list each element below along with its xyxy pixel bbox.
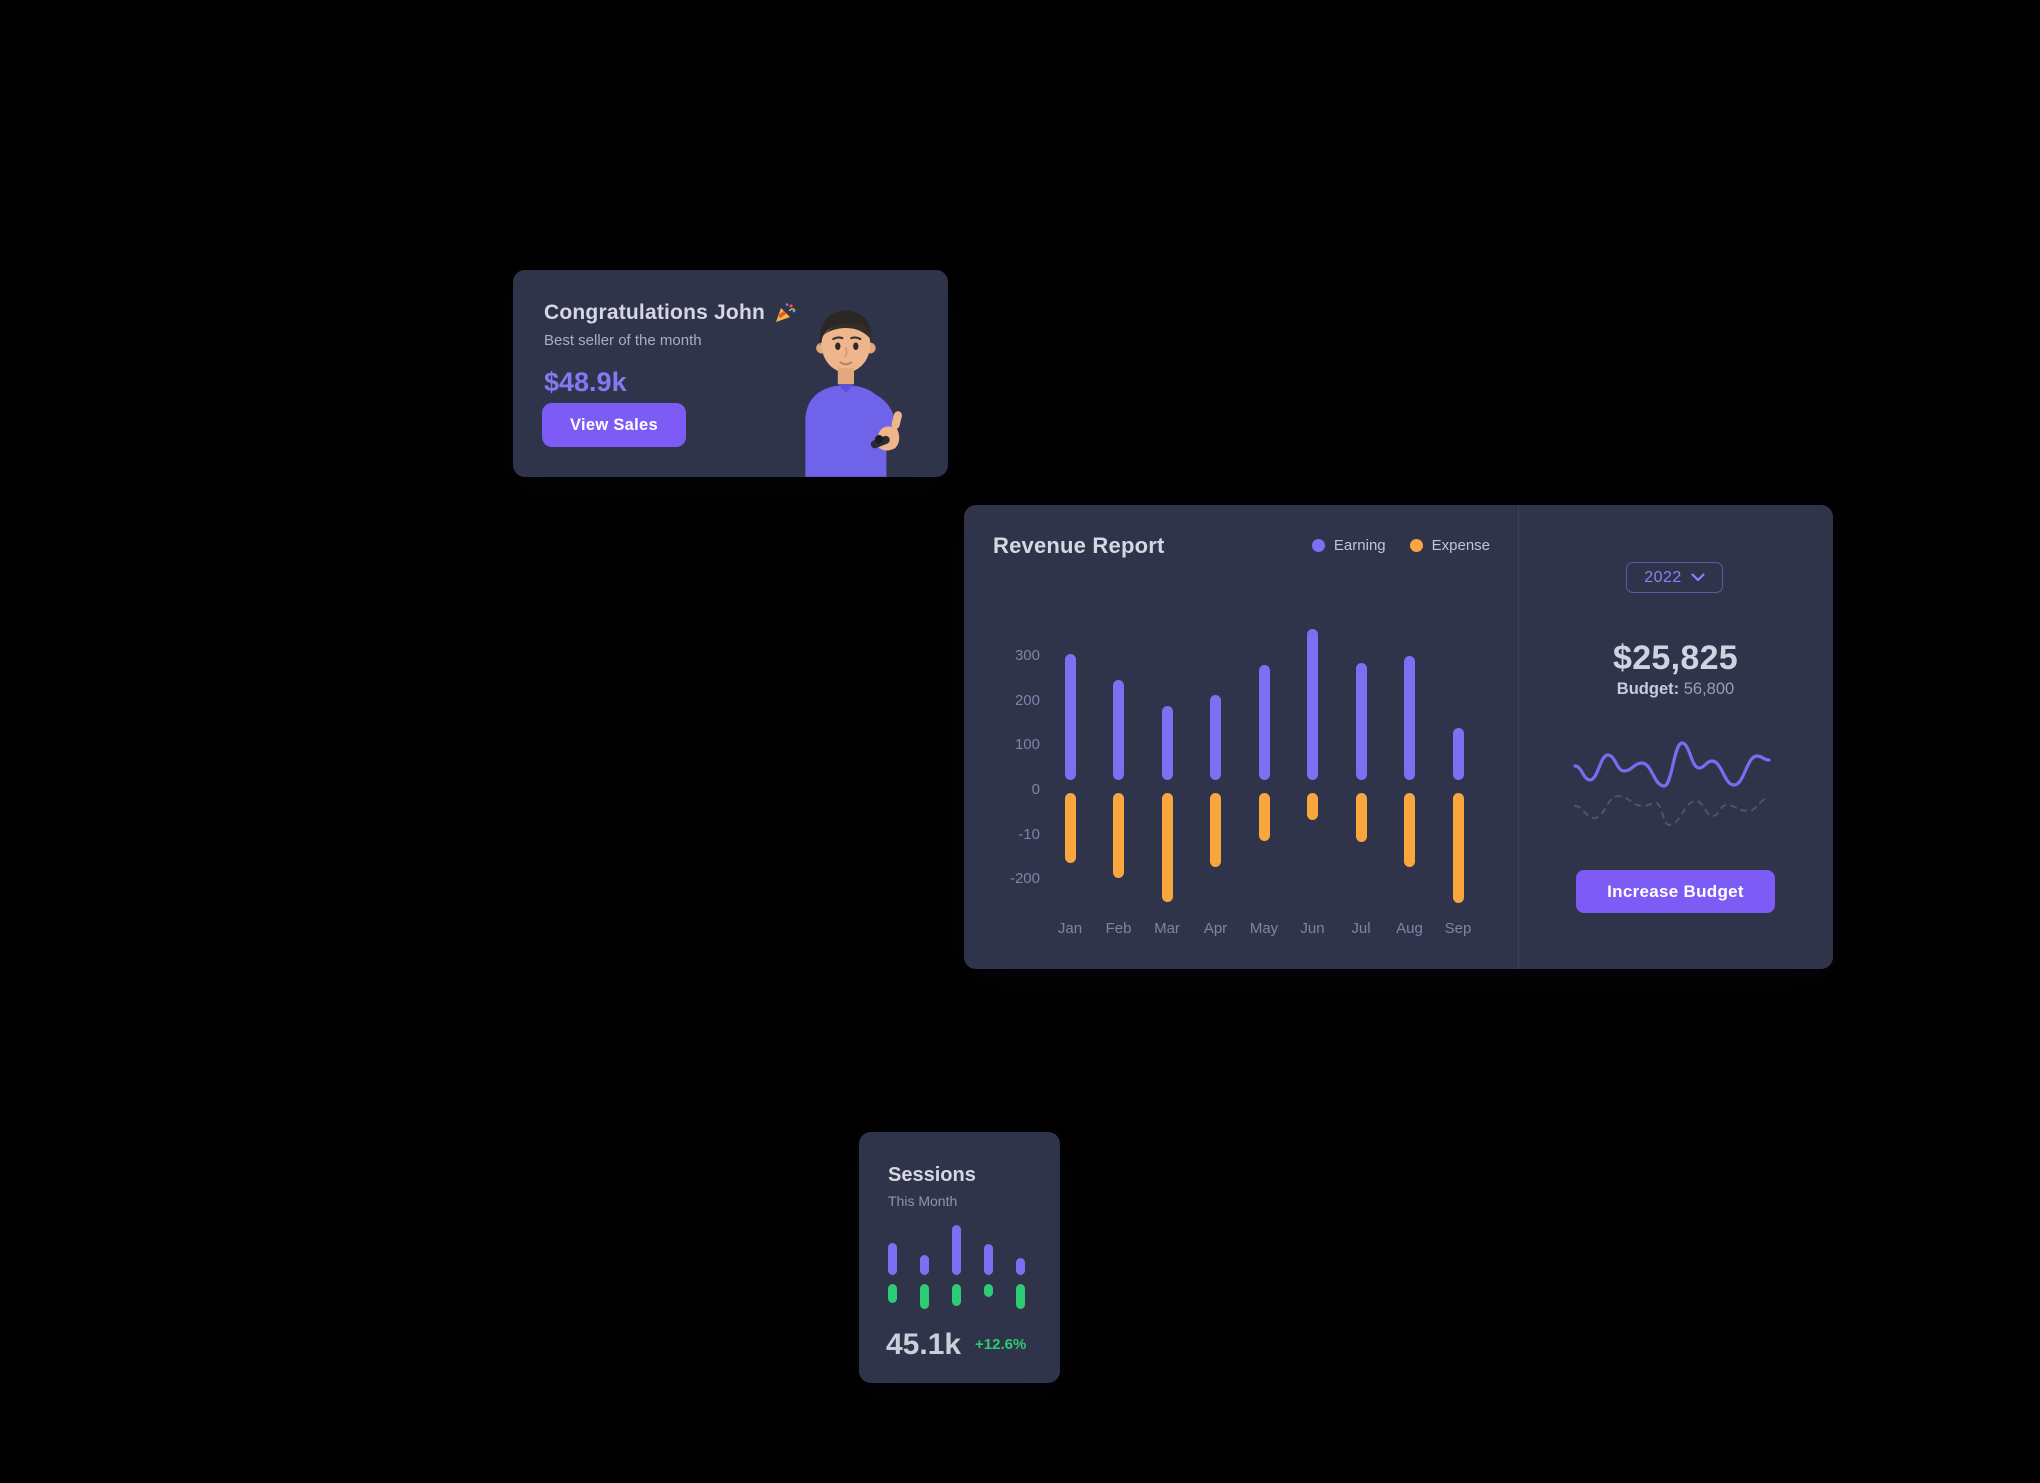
sessions-bar-bottom-3 bbox=[951, 1284, 961, 1306]
congrats-amount: $48.9k bbox=[544, 367, 627, 397]
expense-bar-apr bbox=[1210, 793, 1221, 868]
sessions-bar-top-5 bbox=[1015, 1258, 1025, 1275]
expense-bar-aug bbox=[1404, 793, 1415, 868]
budget-sparkline-chart bbox=[1573, 741, 1771, 827]
sessions-subtitle: This Month bbox=[888, 1193, 958, 1209]
x-label-apr: Apr bbox=[1203, 920, 1228, 937]
congrats-subtitle: Best seller of the month bbox=[544, 332, 702, 349]
legend-label-expense: Expense bbox=[1431, 537, 1490, 554]
sessions-bar-bottom-1 bbox=[887, 1284, 897, 1303]
earning-bar-aug bbox=[1404, 656, 1415, 780]
expense-bar-may bbox=[1258, 793, 1270, 841]
total-amount: $25,825 bbox=[1612, 639, 1738, 677]
x-label-aug: Aug bbox=[1396, 920, 1423, 937]
congrats-title: Congratulations John bbox=[544, 301, 765, 324]
sessions-bar-top-4 bbox=[983, 1244, 993, 1275]
y-label-200: 200 bbox=[1014, 691, 1040, 709]
sessions-bar-bottom-2 bbox=[919, 1284, 929, 1309]
x-label-may: May bbox=[1249, 920, 1279, 937]
earning-bar-jan bbox=[1064, 653, 1076, 780]
earning-bar-apr bbox=[1210, 695, 1221, 780]
chevron-down-icon bbox=[1691, 573, 1705, 582]
earning-bar-may bbox=[1258, 665, 1270, 780]
panel-divider bbox=[1518, 505, 1519, 969]
budget-line: Budget: 56,800 bbox=[1518, 680, 1833, 699]
earning-dot-icon bbox=[1311, 539, 1325, 552]
earning-bar-sep bbox=[1452, 728, 1464, 780]
sparkline-actual bbox=[1573, 741, 1771, 788]
expense-bar-jan bbox=[1064, 793, 1076, 863]
legend-item-earning: Earning bbox=[1311, 537, 1386, 554]
expense-bar-mar bbox=[1161, 793, 1173, 903]
revenue-report-title: Revenue Report bbox=[993, 533, 1165, 558]
view-sales-button[interactable]: View Sales bbox=[542, 403, 686, 447]
x-label-jul: Jul bbox=[1351, 920, 1371, 937]
revenue-bar-chart: Jan Feb Mar Apr May Jun Jul Aug Sep 300 200 100 0 -10… bbox=[964, 505, 1833, 969]
y-label-0: 0 bbox=[1031, 780, 1040, 798]
sessions-bar-top-2 bbox=[919, 1255, 929, 1275]
legend-item-expense: Expense bbox=[1409, 537, 1490, 554]
earning-bar-feb bbox=[1113, 679, 1124, 780]
sessions-mini-chart bbox=[859, 1132, 1060, 1383]
expense-bar-sep bbox=[1452, 793, 1464, 904]
x-label-jun: Jun bbox=[1300, 920, 1325, 937]
earning-bar-jun bbox=[1307, 629, 1318, 780]
party-popper-icon bbox=[776, 303, 796, 322]
y-label-100: 100 bbox=[1014, 736, 1040, 754]
sessions-card: Sessions This Month 45.1k +12.6% bbox=[859, 1132, 1060, 1383]
earning-bar-jul bbox=[1355, 662, 1367, 780]
revenue-report-card: Revenue Report Earning Expense Jan Feb Mar… bbox=[964, 505, 1833, 969]
x-label-jan: Jan bbox=[1057, 920, 1083, 937]
y-label--200: -200 bbox=[1009, 870, 1040, 888]
sparkline-budget bbox=[1574, 794, 1770, 827]
congrats-title-row: Congratulations John bbox=[544, 301, 797, 325]
x-label-feb: Feb bbox=[1105, 920, 1132, 937]
year-select-value: 2022 bbox=[1644, 568, 1682, 586]
sessions-bar-bottom-4 bbox=[983, 1284, 993, 1297]
legend-label-earning: Earning bbox=[1333, 537, 1386, 554]
sessions-bar-bottom-5 bbox=[1015, 1284, 1025, 1309]
y-label-300: 300 bbox=[1014, 647, 1040, 664]
budget-label: Budget: bbox=[1616, 680, 1680, 698]
budget-value: 56,800 bbox=[1683, 680, 1735, 698]
expense-bar-jul bbox=[1355, 793, 1367, 842]
chart-legend: Earning Expense bbox=[1311, 537, 1490, 554]
expense-dot-icon bbox=[1409, 539, 1423, 552]
congratulations-card: Congratulations John Best seller of the … bbox=[513, 270, 948, 477]
sessions-bar-top-3 bbox=[951, 1225, 961, 1275]
sessions-title: Sessions bbox=[888, 1164, 976, 1186]
year-select[interactable]: 2022 bbox=[1626, 562, 1723, 593]
sessions-value: 45.1k bbox=[886, 1328, 962, 1361]
expense-bar-jun bbox=[1307, 793, 1318, 820]
earning-bar-mar bbox=[1161, 705, 1173, 780]
expense-bar-feb bbox=[1113, 793, 1124, 878]
best-seller-illustration bbox=[805, 310, 902, 477]
sessions-bar-top-1 bbox=[887, 1243, 897, 1275]
increase-budget-button[interactable]: Increase Budget bbox=[1576, 870, 1775, 913]
x-label-mar: Mar bbox=[1154, 920, 1180, 937]
y-label--10: -10 bbox=[1018, 825, 1040, 843]
x-label-sep: Sep bbox=[1444, 920, 1472, 937]
sessions-delta: +12.6% bbox=[975, 1336, 1027, 1353]
